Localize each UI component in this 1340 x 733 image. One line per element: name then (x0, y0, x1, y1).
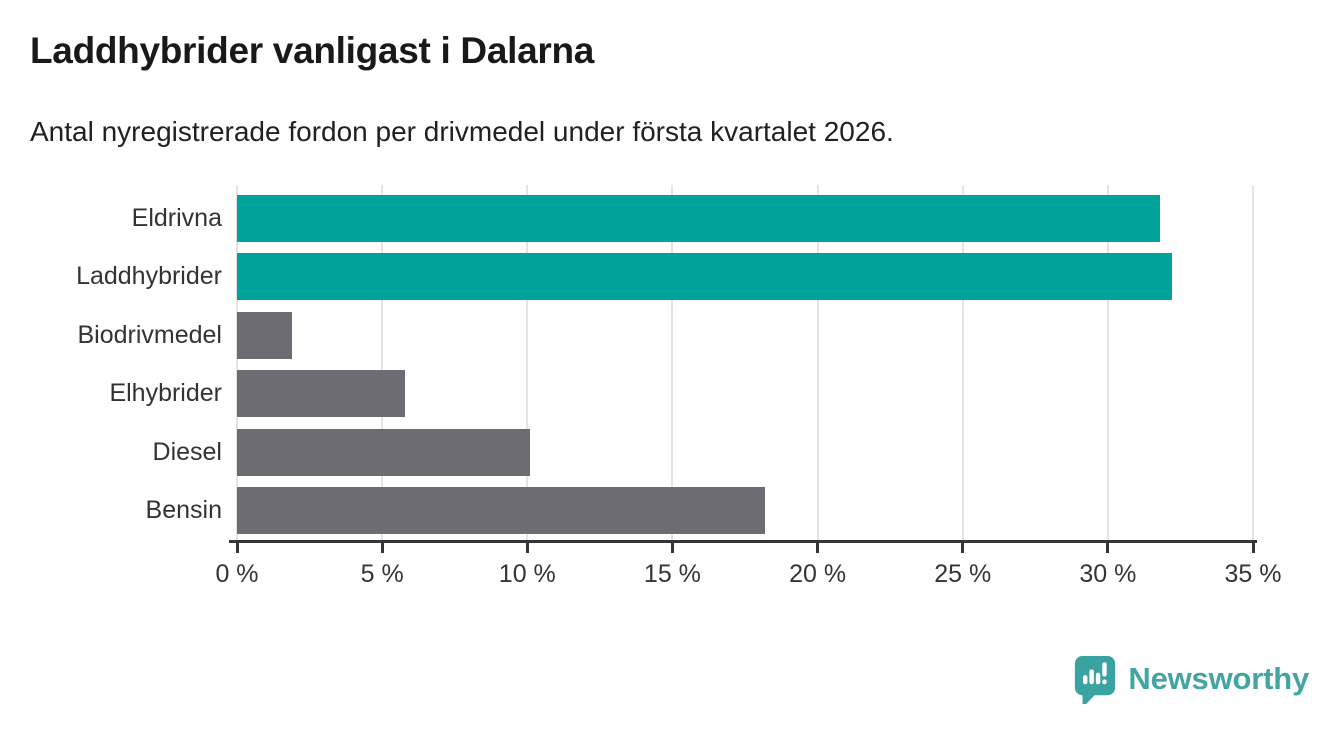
x-axis-tick-label: 5 % (360, 560, 404, 588)
x-axis-tick-label: 25 % (934, 560, 992, 588)
x-axis-tick (961, 542, 965, 553)
category-label: Diesel (152, 437, 222, 466)
bar-elhybrider (237, 370, 406, 418)
x-axis-tick (816, 542, 820, 553)
x-axis-tick (670, 542, 674, 553)
newsworthy-logo: Newsworthy (1072, 654, 1309, 704)
x-axis-line (229, 540, 1257, 543)
x-axis-tick-label: 20 % (789, 560, 847, 588)
x-axis-tick-label: 30 % (1079, 560, 1137, 588)
x-axis-tick-label: 15 % (643, 560, 701, 588)
y-axis-labels: Eldrivna Laddhybrider Biodrivmedel Elhybrid… (0, 185, 222, 540)
category-label: Eldrivna (131, 204, 222, 232)
category-label: Biodrivmedel (77, 320, 222, 349)
x-axis-tick (1251, 542, 1255, 553)
gridline (816, 185, 819, 540)
gridline (1106, 185, 1109, 540)
gridline (236, 185, 238, 540)
gridline (671, 185, 674, 540)
x-axis-tick-label: 35 % (1224, 560, 1282, 588)
x-axis-tick (380, 542, 384, 553)
bar-diesel (237, 428, 531, 476)
category-label: Bensin (145, 496, 222, 524)
chart-subtitle: Antal nyregistrerade fordon per drivmede… (30, 116, 894, 147)
gridline (526, 185, 529, 540)
x-axis-tick (235, 542, 239, 553)
mini-bar-chart-glyph (1083, 662, 1108, 685)
gridline (961, 185, 964, 540)
gridline (1252, 185, 1254, 540)
plot-area (236, 185, 1254, 540)
bar-laddhybrider (237, 253, 1172, 301)
x-axis-tick (1106, 542, 1110, 553)
newsworthy-logo-text: Newsworthy (1128, 661, 1309, 696)
bar-eldrivna (237, 195, 1161, 242)
bar-biodrivmedel (237, 311, 293, 359)
x-axis-tick (525, 542, 529, 553)
newsworthy-logo-icon (1075, 656, 1116, 704)
gridline (381, 185, 384, 540)
page-title: Laddhybrider vanligast i Dalarna (30, 30, 595, 71)
bar-bensin (237, 487, 766, 534)
x-axis-tick-label: 10 % (498, 560, 556, 588)
category-label: Elhybrider (109, 379, 222, 408)
x-axis: 0 % 5 % 10 % 15 % 20 % 25 % 30 % 35 % (215, 540, 1281, 600)
x-axis-tick-label: 0 % (215, 560, 259, 588)
category-label: Laddhybrider (76, 262, 222, 291)
